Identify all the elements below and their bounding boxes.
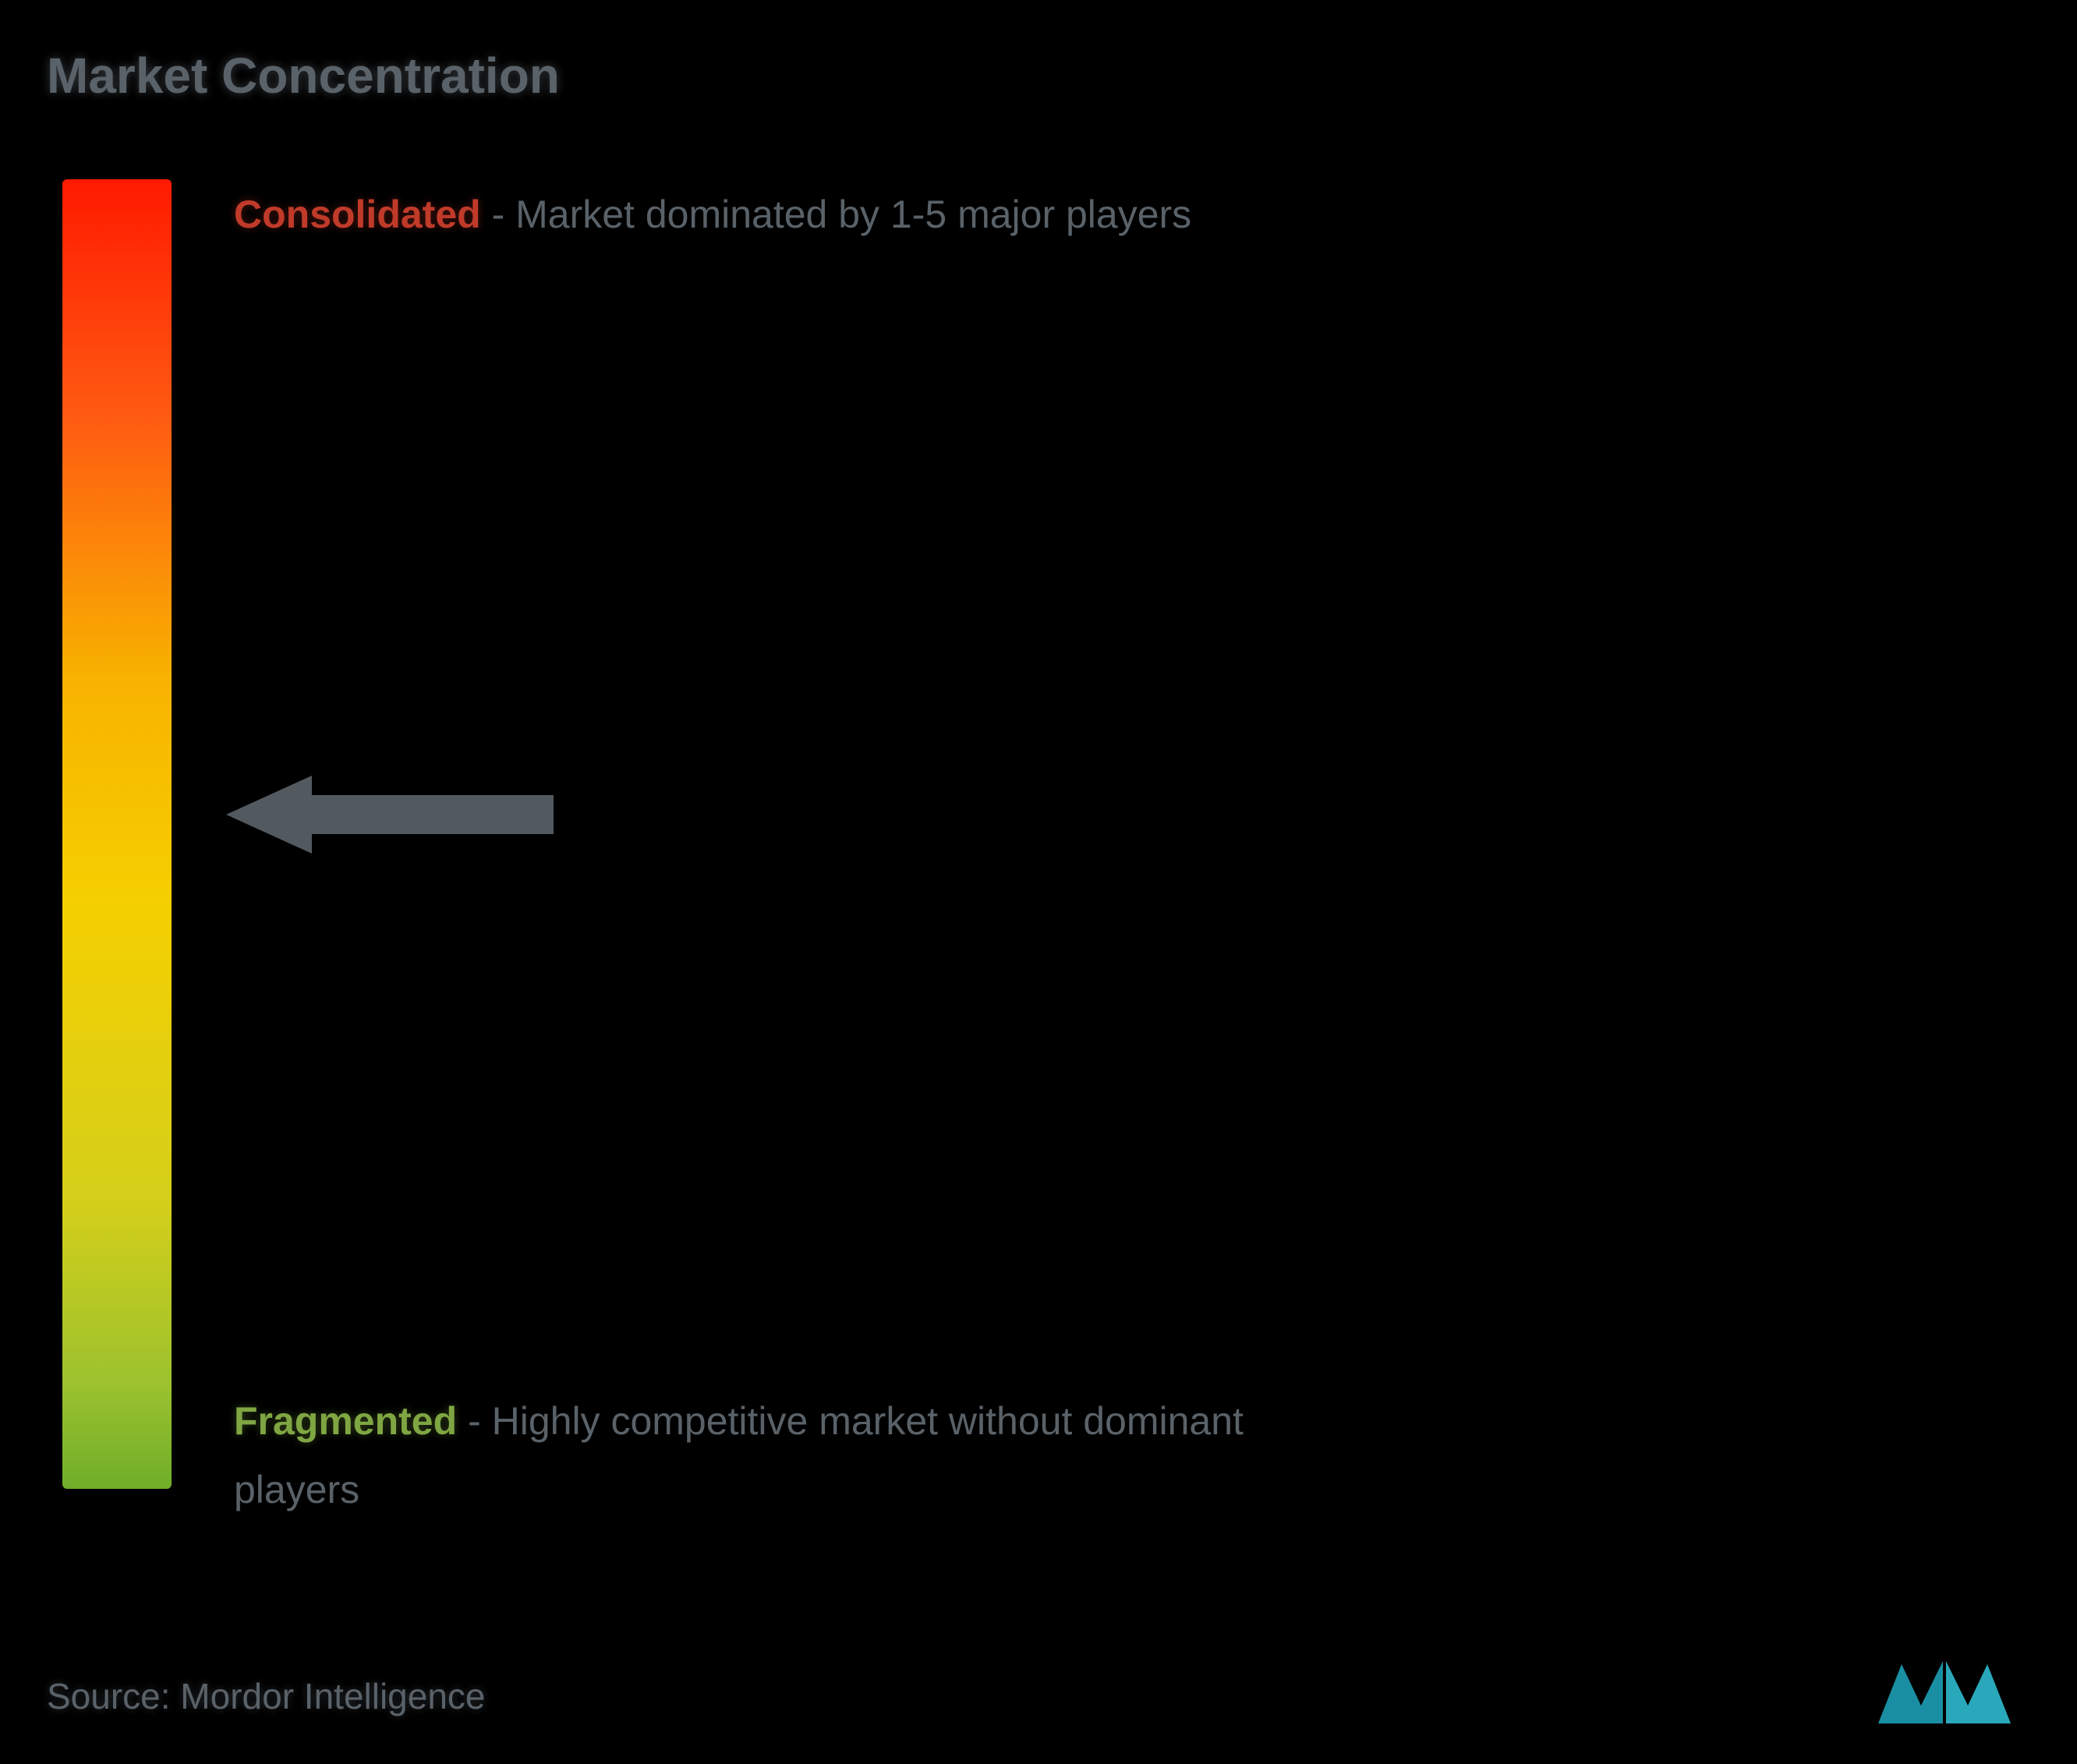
mordor-logo xyxy=(1874,1655,2015,1725)
fragmented-keyword: Fragmented xyxy=(234,1399,457,1443)
source-attribution: Source: Mordor Intelligence xyxy=(47,1675,486,1717)
consolidated-label: Consolidated - Market dominated by 1-5 m… xyxy=(234,187,1191,242)
indicator-arrow xyxy=(226,772,554,857)
logo-icon xyxy=(1874,1655,2015,1725)
infographic-container: Market Concentration Consolidated - Mark… xyxy=(0,0,2077,1764)
page-title: Market Concentration xyxy=(47,47,560,104)
arrow-left-icon xyxy=(226,772,554,857)
consolidated-keyword: Consolidated xyxy=(234,193,481,236)
arrow-shape xyxy=(226,776,554,854)
consolidated-desc: - Market dominated by 1-5 major players xyxy=(492,193,1192,236)
concentration-scale-bar xyxy=(62,179,172,1489)
fragmented-label: Fragmented - Highly competitive market w… xyxy=(234,1388,1286,1524)
